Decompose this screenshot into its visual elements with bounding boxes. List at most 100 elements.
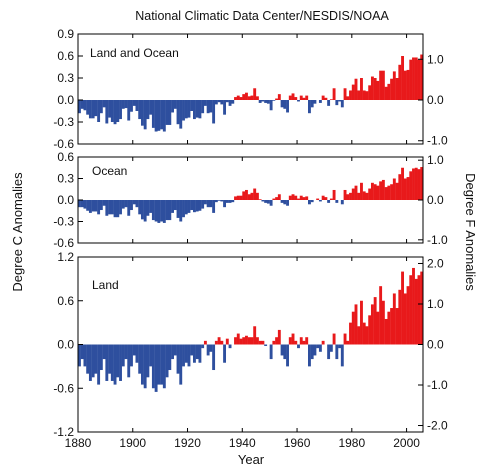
bar <box>381 300 385 345</box>
y-tick-label: -0.6 <box>53 137 74 151</box>
bar <box>343 189 347 200</box>
bar <box>162 200 166 223</box>
bar <box>198 100 202 119</box>
bar <box>327 200 331 203</box>
bar <box>384 187 388 200</box>
bar <box>140 100 144 126</box>
bar <box>223 344 227 363</box>
bar <box>395 308 399 345</box>
bar <box>338 344 342 349</box>
bar <box>130 200 133 211</box>
bar <box>195 100 199 118</box>
bar <box>173 200 177 211</box>
bar <box>354 304 358 345</box>
bar <box>414 167 418 200</box>
bar <box>209 100 213 113</box>
bar <box>392 71 396 100</box>
bar <box>283 100 287 109</box>
bar <box>179 200 183 222</box>
bar <box>223 100 227 115</box>
bar <box>376 185 380 200</box>
bar <box>395 182 399 200</box>
y-tick-label-right: 0.0 <box>427 193 444 207</box>
bar <box>83 100 87 111</box>
bar <box>212 100 216 124</box>
bar <box>247 96 251 100</box>
bar <box>231 100 235 104</box>
bar <box>176 100 180 125</box>
bar <box>351 311 355 345</box>
bar <box>160 200 164 222</box>
y-tick-label-right: 1.0 <box>427 52 444 66</box>
bar <box>255 96 259 100</box>
bar <box>94 100 98 117</box>
bar <box>321 195 325 200</box>
bar <box>373 78 377 100</box>
bar <box>105 200 109 216</box>
bar <box>403 293 407 345</box>
bar <box>258 100 262 103</box>
bar <box>108 100 112 118</box>
bar <box>297 100 300 102</box>
y-tick-label-right: -1.0 <box>427 378 448 392</box>
bar <box>250 192 254 200</box>
bar <box>245 92 248 100</box>
bar <box>132 100 136 106</box>
bar <box>124 344 128 360</box>
bar <box>370 76 374 100</box>
x-tick-label: 1960 <box>284 436 311 450</box>
bar <box>78 344 81 367</box>
bar <box>346 340 350 345</box>
bar <box>401 271 404 345</box>
bar <box>165 100 169 125</box>
bar <box>275 197 279 200</box>
bar <box>157 100 161 131</box>
bar <box>88 100 92 119</box>
bar <box>412 168 415 200</box>
y-tick-label-right: -1.0 <box>427 134 448 148</box>
bar <box>146 100 150 120</box>
bar <box>220 100 224 105</box>
bar <box>247 194 251 200</box>
bar <box>313 100 317 104</box>
bar <box>212 200 216 213</box>
bar <box>113 200 117 218</box>
bar <box>225 200 229 203</box>
bar <box>203 340 207 345</box>
bar <box>105 344 109 381</box>
bar <box>217 100 221 103</box>
bar <box>102 100 106 108</box>
bar <box>228 100 232 106</box>
bar <box>220 200 224 202</box>
bar <box>225 100 229 103</box>
bar <box>417 169 421 200</box>
bar <box>209 344 213 352</box>
bar <box>228 200 232 203</box>
bar <box>332 333 336 345</box>
bar <box>370 182 374 200</box>
bar <box>277 94 281 100</box>
bar <box>236 333 240 345</box>
bar <box>220 340 224 345</box>
bar <box>83 200 87 209</box>
bar <box>99 100 103 114</box>
bar <box>234 337 237 345</box>
bar <box>190 344 194 356</box>
bar <box>217 200 221 201</box>
bar <box>420 54 424 100</box>
bar <box>80 100 84 109</box>
bar <box>327 344 331 360</box>
bar <box>225 338 229 345</box>
bar <box>116 344 120 378</box>
bar <box>417 59 421 100</box>
bar <box>349 192 352 200</box>
bar <box>154 200 158 222</box>
bar <box>409 171 413 200</box>
bar <box>283 200 287 205</box>
bar <box>305 95 309 100</box>
bar <box>236 95 240 100</box>
bar <box>162 100 166 132</box>
bar <box>379 181 383 200</box>
bar <box>302 97 306 100</box>
bar <box>132 344 136 356</box>
